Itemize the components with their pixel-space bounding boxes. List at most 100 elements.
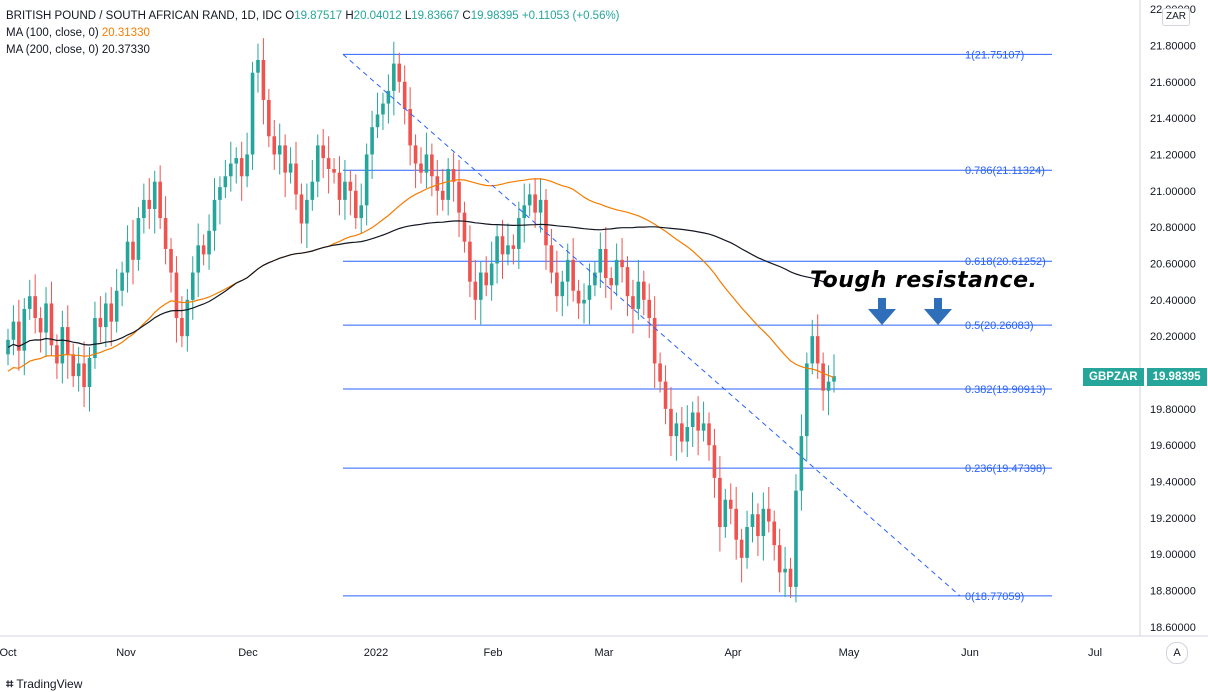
- candle-body: [332, 168, 336, 173]
- candle-body: [788, 568, 793, 587]
- down-arrow-icon: [868, 298, 896, 325]
- candle-body: [739, 539, 744, 558]
- candle-body: [397, 63, 402, 82]
- y-tick-label: 19.20000: [1150, 513, 1196, 525]
- x-tick-label: Apr: [724, 647, 741, 659]
- candle-body: [218, 187, 222, 200]
- legend-ma100-value: 20.31330: [101, 27, 150, 39]
- candle-body: [234, 158, 239, 164]
- legend-low: 19.83667: [411, 10, 460, 22]
- candle-body: [832, 376, 836, 382]
- candle-body: [674, 423, 679, 437]
- candle-body: [565, 259, 570, 282]
- candle-body: [468, 241, 472, 282]
- candle-body: [152, 181, 157, 209]
- y-tick-label: 21.00000: [1150, 186, 1196, 198]
- candle-body: [256, 59, 260, 73]
- candle-body: [593, 272, 597, 286]
- candle-body: [685, 427, 690, 442]
- candle-body: [766, 508, 771, 522]
- x-tick-label: 2022: [364, 647, 388, 659]
- candle-body: [723, 499, 728, 527]
- candle-body: [60, 327, 65, 364]
- legend-high: 20.04012: [353, 10, 402, 22]
- candle-body: [364, 154, 369, 206]
- candle-body: [609, 278, 613, 286]
- auto-scale-button[interactable]: A: [1166, 642, 1188, 664]
- y-tick-label: 18.60000: [1150, 622, 1196, 634]
- candle-body: [652, 318, 657, 364]
- candle-body: [212, 199, 217, 231]
- candle-body: [163, 218, 168, 249]
- x-tick-label: Mar: [595, 647, 614, 659]
- y-tick-label: 21.20000: [1150, 149, 1196, 161]
- candle-body: [11, 321, 16, 340]
- candle-body: [180, 318, 184, 337]
- candle-body: [55, 345, 59, 364]
- candle-body: [728, 499, 733, 509]
- candle-body: [348, 181, 353, 191]
- candle-body: [750, 514, 755, 527]
- candle-body: [353, 190, 358, 219]
- legend-open: 19.87517: [294, 10, 343, 22]
- candle-body: [44, 303, 48, 333]
- candle-body: [696, 412, 700, 431]
- legend-close: 19.98395: [470, 10, 519, 22]
- y-tick-label: 21.40000: [1150, 113, 1196, 125]
- legend-ma200-row: MA (200, close, 0) 20.37330: [6, 42, 620, 59]
- candle-body: [631, 296, 635, 309]
- fib-level-label: 0.5(20.26083): [965, 320, 1034, 332]
- candle-body: [392, 63, 396, 91]
- candle-body: [207, 230, 211, 255]
- chart-legend: BRITISH POUND / SOUTH AFRICAN RAND, 1D, …: [6, 8, 620, 59]
- tough-resistance-annotation: Tough resistance.: [810, 268, 1038, 293]
- candle-body: [114, 290, 119, 322]
- candle-body: [424, 154, 429, 173]
- candle-body: [229, 163, 233, 177]
- candle-body: [337, 172, 342, 200]
- x-tick-label: Dec: [238, 647, 258, 659]
- y-tick-label: 19.60000: [1150, 440, 1196, 452]
- candle-body: [451, 168, 456, 182]
- fib-level-label: 0.382(19.90913): [965, 384, 1046, 396]
- candle-body: [381, 103, 385, 115]
- candle-body: [261, 59, 266, 100]
- candle-body: [489, 263, 494, 286]
- y-tick-label: 21.80000: [1150, 40, 1196, 52]
- candle-body: [408, 109, 412, 146]
- candle-body: [370, 127, 374, 155]
- currency-button[interactable]: ZAR: [1162, 8, 1190, 26]
- candle-body: [745, 526, 749, 558]
- candle-body: [239, 158, 244, 177]
- candle-body: [718, 477, 722, 527]
- candle-body: [799, 436, 804, 491]
- candle-body: [571, 259, 575, 291]
- candle-body: [196, 245, 200, 273]
- candle-body: [120, 272, 124, 291]
- candle-body: [98, 318, 103, 328]
- candle-body: [598, 248, 603, 273]
- candle-body: [614, 259, 619, 286]
- tradingview-footer[interactable]: ⌗ TradingView: [6, 676, 82, 692]
- y-tick-label: 20.80000: [1150, 222, 1196, 234]
- candle-body: [794, 490, 798, 587]
- candle-body: [223, 176, 228, 188]
- candle-body: [413, 145, 418, 164]
- candle-body: [359, 205, 364, 219]
- candle-body: [93, 318, 97, 358]
- candle-body: [82, 363, 86, 388]
- candle-body: [527, 194, 532, 206]
- candle-body: [131, 241, 135, 260]
- price-tag-symbol: GBPZAR: [1083, 368, 1144, 386]
- fib-level-label: 0.236(19.47398): [965, 463, 1046, 475]
- candle-body: [294, 163, 298, 195]
- candle-body: [669, 408, 673, 437]
- candle-body: [435, 176, 440, 191]
- price-axis-bg: [1140, 0, 1208, 692]
- candle-body: [17, 321, 21, 351]
- x-tick-label: Nov: [116, 647, 136, 659]
- candle-body: [185, 299, 190, 337]
- candle-body: [22, 308, 27, 351]
- y-tick-label: 20.60000: [1150, 258, 1196, 270]
